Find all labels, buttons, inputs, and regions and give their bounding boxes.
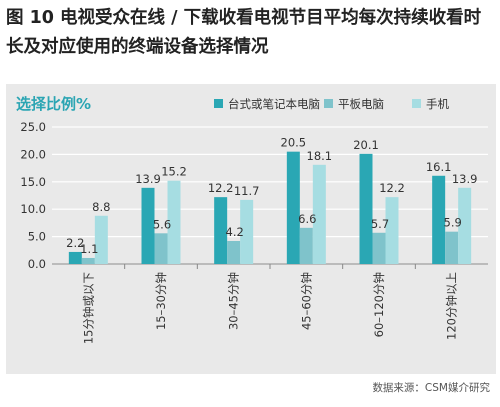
data-label: 11.7 bbox=[234, 184, 260, 198]
chart-title: 图 10 电视受众在线 / 下载收看电视节目平均每次持续收看时长及对应使用的终端… bbox=[6, 8, 482, 57]
bar bbox=[167, 180, 181, 264]
x-tick-label: 45–60分钟 bbox=[299, 272, 313, 330]
bar bbox=[214, 197, 228, 264]
bar bbox=[312, 164, 326, 264]
data-label: 5.9 bbox=[444, 216, 462, 230]
y-tick-label: 25.0 bbox=[20, 120, 46, 134]
data-label: 12.2 bbox=[379, 181, 405, 195]
y-axis-ticks: 0.0 5.0 10.0 15.0 20.0 25.0 bbox=[20, 120, 46, 271]
gridlines bbox=[52, 126, 488, 265]
x-tick-label: 120分钟以上 bbox=[445, 272, 459, 340]
legend-swatch bbox=[214, 99, 223, 108]
x-tick-label: 60–120分钟 bbox=[372, 272, 386, 337]
bar bbox=[445, 231, 459, 264]
x-tick-label: 15–30分钟 bbox=[154, 272, 168, 330]
data-label: 13.9 bbox=[452, 172, 478, 186]
bar-chart: 选择比例% 0.0 5.0 10.0 15.0 20.0 25.0 2.21.1 8.8 13… bbox=[16, 95, 488, 344]
bar bbox=[286, 151, 300, 264]
data-label: 20.1 bbox=[353, 138, 379, 152]
bars bbox=[68, 151, 472, 264]
y-axis-label: 选择比例% bbox=[16, 95, 91, 113]
data-label: 12.2 bbox=[208, 181, 234, 195]
x-tick-label: 30–45分钟 bbox=[227, 272, 241, 330]
legend-label: 手机 bbox=[426, 97, 449, 111]
bar bbox=[154, 233, 168, 264]
source-note: 数据来源：CSM媒介研究 bbox=[372, 382, 490, 394]
legend-label: 台式或笔记本电脑 bbox=[228, 97, 320, 111]
data-label: 8.8 bbox=[92, 200, 110, 214]
x-tick-label: 15分钟或以下 bbox=[81, 272, 95, 344]
data-label: 4.2 bbox=[226, 225, 244, 239]
bar bbox=[227, 240, 241, 264]
chart-panel: 选择比例% 0.0 5.0 10.0 15.0 20.0 25.0 2.2 1.1 8.8 13… bbox=[6, 84, 496, 374]
legend-swatch bbox=[324, 99, 333, 108]
y-tick-label: 20.0 bbox=[20, 147, 46, 161]
y-tick-label: 5.0 bbox=[28, 230, 46, 244]
bar bbox=[94, 215, 108, 264]
bar bbox=[68, 251, 82, 264]
data-label: 1.1 bbox=[80, 242, 98, 256]
bar bbox=[458, 187, 472, 264]
bar bbox=[240, 199, 254, 264]
legend-label: 平板电脑 bbox=[338, 97, 384, 111]
data-label: 5.7 bbox=[371, 217, 389, 231]
bar bbox=[432, 175, 446, 264]
bar bbox=[81, 257, 95, 264]
bar bbox=[299, 227, 313, 264]
bar bbox=[359, 153, 373, 264]
y-tick-label: 10.0 bbox=[20, 202, 46, 216]
bar bbox=[385, 197, 399, 264]
y-tick-label: 0.0 bbox=[28, 257, 46, 271]
legend-swatch bbox=[412, 99, 421, 108]
data-label: 18.1 bbox=[307, 149, 333, 163]
data-label: 6.6 bbox=[298, 212, 316, 226]
data-label: 2.2 bbox=[66, 236, 84, 250]
data-label: 15.2 bbox=[161, 165, 187, 179]
x-axis-ticks: 15分钟或以下 15–30分钟 30–45分钟 45–60分钟 60–120分钟 120分… bbox=[81, 264, 459, 344]
data-label: 20.5 bbox=[281, 136, 307, 150]
data-label: 13.9 bbox=[135, 172, 161, 186]
legend: 台式或笔记本电脑 平板电脑 手机 bbox=[214, 97, 449, 111]
data-labels: 2.21.1 8.8 13.9 5.6 15.2 12.2 4.2 11.7 20.5 6.6 18… bbox=[66, 136, 477, 256]
bar bbox=[141, 187, 155, 264]
y-tick-label: 15.0 bbox=[20, 175, 46, 189]
data-label: 5.6 bbox=[153, 217, 171, 231]
bar bbox=[372, 232, 386, 264]
data-label: 16.1 bbox=[426, 160, 452, 174]
